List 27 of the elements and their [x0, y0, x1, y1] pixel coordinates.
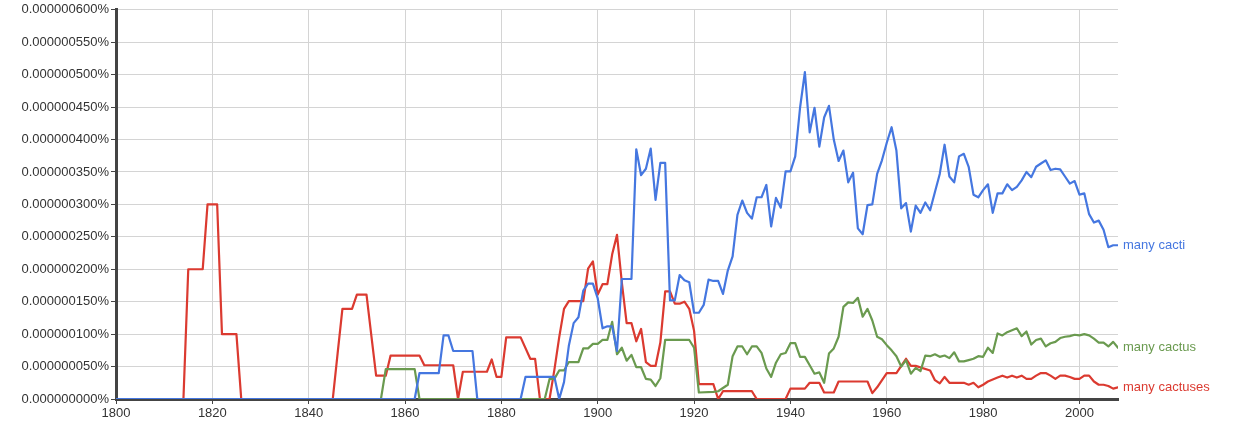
- y-tick-label: 0.000000400%: [21, 131, 110, 147]
- x-tick-label: 1920: [679, 405, 709, 421]
- y-tick-label: 0.000000200%: [21, 260, 110, 276]
- y-tick-label: 0.000000500%: [21, 66, 110, 82]
- y-tick-label: 0.000000350%: [21, 163, 110, 179]
- x-tick-label: 1860: [390, 405, 420, 421]
- y-tick-label: 0.000000100%: [21, 325, 110, 341]
- series-label: many cacti: [1123, 236, 1186, 252]
- x-tick-label: 1800: [101, 405, 131, 421]
- x-tick-label: 2000: [1065, 405, 1094, 421]
- y-tick-label: 0.000000450%: [21, 98, 110, 114]
- x-tick-label: 1840: [294, 405, 324, 421]
- y-tick-label: 0.000000600%: [21, 1, 110, 17]
- x-tick-label: 1940: [775, 405, 805, 421]
- y-tick-label: 0.000000150%: [21, 293, 110, 309]
- x-tick-label: 1880: [486, 405, 516, 421]
- y-tick-label: 0.000000300%: [21, 195, 110, 211]
- series-label: many cactus: [1123, 339, 1197, 355]
- series-label: many cactuses: [1123, 378, 1211, 394]
- y-tick-label: 0.000000250%: [21, 228, 110, 244]
- x-tick-label: 1980: [968, 405, 998, 421]
- x-tick-label: 1960: [872, 405, 902, 421]
- y-tick-label: 0.000000050%: [21, 358, 110, 374]
- x-tick-label: 1900: [583, 405, 613, 421]
- x-tick-label: 1820: [197, 405, 227, 421]
- y-tick-label: 0.000000000%: [21, 390, 110, 406]
- y-tick-label: 0.000000550%: [21, 33, 110, 49]
